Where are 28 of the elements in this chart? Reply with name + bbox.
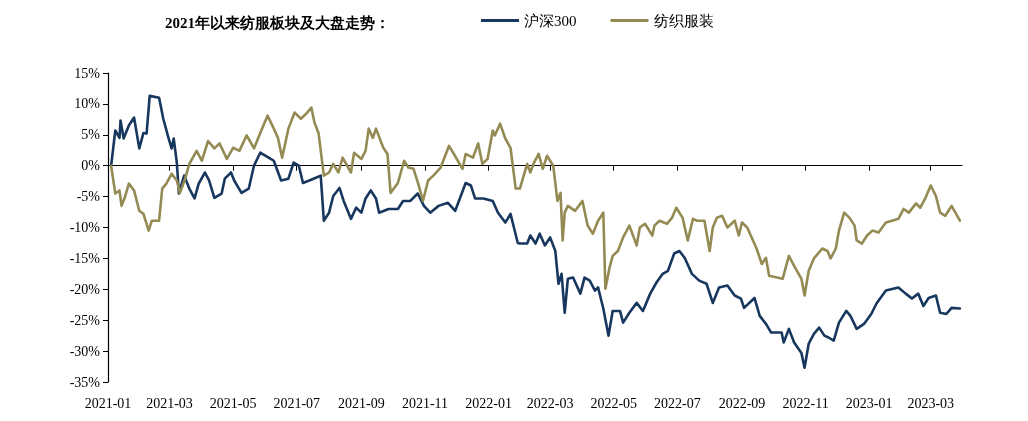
y-tick-label: 15% xyxy=(74,65,101,81)
x-tick-label: 2022-07 xyxy=(654,395,701,411)
x-tick-label: 2021-09 xyxy=(338,395,385,411)
legend-label: 纺织服装 xyxy=(653,12,714,29)
y-tick-label: -20% xyxy=(69,281,101,297)
x-tick-label: 2021-11 xyxy=(401,395,449,411)
x-tick-label: 2023-01 xyxy=(845,395,893,411)
y-tick-label: 5% xyxy=(81,127,101,143)
x-tick-label: 2023-03 xyxy=(907,395,955,411)
x-tick-label: 2021-01 xyxy=(84,395,132,411)
x-tick-label: 2022-09 xyxy=(718,395,766,411)
x-tick-label: 2022-03 xyxy=(526,395,574,411)
y-tick-label: -5% xyxy=(76,189,101,205)
y-tick-label: 10% xyxy=(74,96,101,112)
legend-label: 沪深300 xyxy=(524,12,577,29)
y-tick-label: -35% xyxy=(69,374,101,390)
y-tick-label: -15% xyxy=(69,250,101,266)
x-tick-label: 2021-05 xyxy=(209,395,257,411)
x-tick-label: 2022-11 xyxy=(782,395,829,411)
y-tick-label: -10% xyxy=(69,220,101,235)
x-tick-label: 2021-07 xyxy=(273,395,321,411)
chart-title: 2021年以来纺服板块及大盘走势： xyxy=(165,13,390,31)
x-tick-label: 2022-05 xyxy=(590,395,638,411)
x-tick-label: 2021-03 xyxy=(146,395,193,411)
x-tick-label: 2022-01 xyxy=(465,395,512,411)
y-tick-label: 0% xyxy=(81,158,101,174)
y-tick-label: -25% xyxy=(69,312,101,328)
y-tick-label: -30% xyxy=(69,343,101,359)
